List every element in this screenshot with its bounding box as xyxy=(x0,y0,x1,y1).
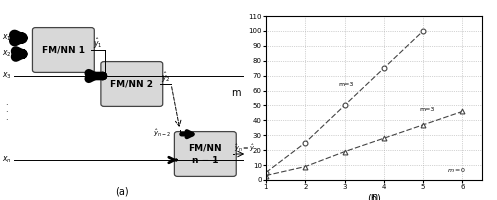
Text: $x_1$: $x_1$ xyxy=(2,33,11,43)
Text: $\hat{y}_1$: $\hat{y}_1$ xyxy=(92,37,102,51)
Text: $x_2$: $x_2$ xyxy=(2,49,11,59)
Text: FM/NN 1: FM/NN 1 xyxy=(42,46,85,54)
Text: $\hat{y}_2$: $\hat{y}_2$ xyxy=(161,71,170,85)
Text: FM/NN 2: FM/NN 2 xyxy=(110,79,153,88)
Text: $m=0$: $m=0$ xyxy=(446,166,466,174)
Text: n − 1: n − 1 xyxy=(192,156,219,165)
Text: m=3: m=3 xyxy=(339,82,354,87)
Text: (a): (a) xyxy=(115,187,129,197)
Text: $\hat{y}_n=\hat{y}$: $\hat{y}_n=\hat{y}$ xyxy=(234,142,255,154)
FancyBboxPatch shape xyxy=(174,132,236,176)
Y-axis label: m: m xyxy=(231,88,241,98)
Text: $\hat{y}_{n-2}$: $\hat{y}_{n-2}$ xyxy=(154,127,171,139)
Text: FM/NN: FM/NN xyxy=(188,144,222,153)
FancyBboxPatch shape xyxy=(32,28,94,72)
Text: $x_n$: $x_n$ xyxy=(2,155,12,165)
Text: .
.
.: . . . xyxy=(5,98,7,122)
FancyBboxPatch shape xyxy=(101,62,163,106)
Text: (b): (b) xyxy=(367,193,381,200)
Text: $x_3$: $x_3$ xyxy=(2,71,12,81)
Text: m=3: m=3 xyxy=(419,107,435,112)
X-axis label: n: n xyxy=(371,192,377,200)
